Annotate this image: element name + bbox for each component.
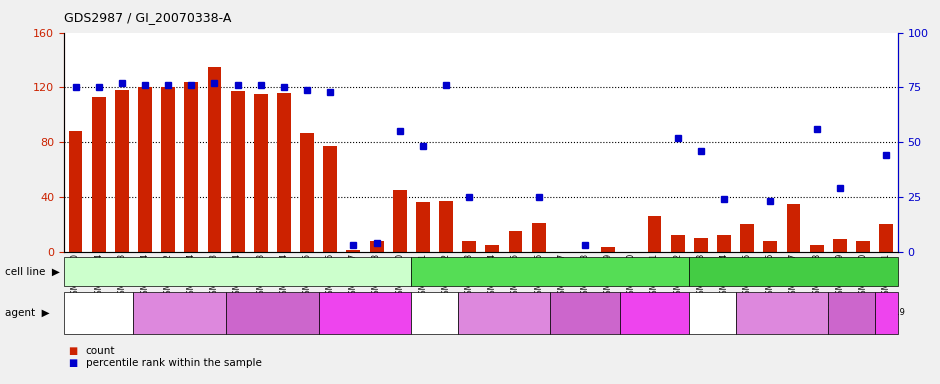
Bar: [671, 235, 684, 252]
Bar: [230, 91, 244, 252]
Text: GDS2987 / GI_20070338-A: GDS2987 / GI_20070338-A: [64, 12, 231, 25]
Bar: [532, 223, 545, 252]
Text: microvascular endothelial cells: microvascular endothelial cells: [157, 266, 319, 277]
Bar: [509, 231, 523, 252]
Text: pulmonary artery smooth muscle cells: pulmonary artery smooth muscle cells: [449, 266, 650, 277]
Bar: [115, 90, 129, 252]
Text: vehicle: vehicle: [84, 308, 114, 318]
Text: atorvastatin: atorvastatin: [757, 308, 807, 318]
Bar: [369, 240, 384, 252]
Bar: [485, 245, 499, 252]
Bar: [462, 240, 477, 252]
Bar: [92, 97, 105, 252]
Bar: [787, 204, 801, 252]
Bar: [347, 250, 360, 252]
Bar: [323, 146, 337, 252]
Bar: [879, 224, 893, 252]
Bar: [694, 238, 708, 252]
Bar: [763, 240, 777, 252]
Text: vehicle: vehicle: [419, 308, 449, 318]
Text: ■: ■: [69, 358, 78, 368]
Bar: [208, 67, 222, 252]
Bar: [393, 190, 407, 252]
Text: ■: ■: [69, 346, 78, 356]
Text: atorvastatin: atorvastatin: [478, 308, 529, 318]
Text: cell line  ▶: cell line ▶: [5, 266, 59, 277]
Bar: [648, 216, 662, 252]
Bar: [740, 224, 754, 252]
Text: atorvastatin and
mevalonate: atorvastatin and mevalonate: [817, 303, 886, 323]
Bar: [254, 94, 268, 252]
Bar: [833, 239, 847, 252]
Bar: [856, 240, 870, 252]
Bar: [161, 88, 175, 252]
Bar: [300, 132, 314, 252]
Text: agent  ▶: agent ▶: [5, 308, 49, 318]
Bar: [138, 88, 152, 252]
Bar: [602, 247, 615, 252]
Text: dermal fibroblasts: dermal fibroblasts: [746, 266, 841, 277]
Bar: [717, 235, 731, 252]
Text: count: count: [86, 346, 115, 356]
Text: atorvastatin: atorvastatin: [154, 308, 205, 318]
Bar: [809, 245, 823, 252]
Text: percentile rank within the sample: percentile rank within the sample: [86, 358, 261, 368]
Text: vehicle: vehicle: [697, 308, 728, 318]
Bar: [277, 93, 290, 252]
Text: atorvastatin and
mevalonate: atorvastatin and mevalonate: [550, 303, 619, 323]
Text: SLx-2119: SLx-2119: [635, 308, 674, 318]
Text: SLx-2119: SLx-2119: [867, 308, 905, 318]
Bar: [416, 202, 430, 252]
Text: atorvastatin and
mevalonate: atorvastatin and mevalonate: [238, 303, 307, 323]
Bar: [184, 82, 198, 252]
Bar: [69, 131, 83, 252]
Text: SLx-2119: SLx-2119: [346, 308, 384, 318]
Bar: [439, 201, 453, 252]
